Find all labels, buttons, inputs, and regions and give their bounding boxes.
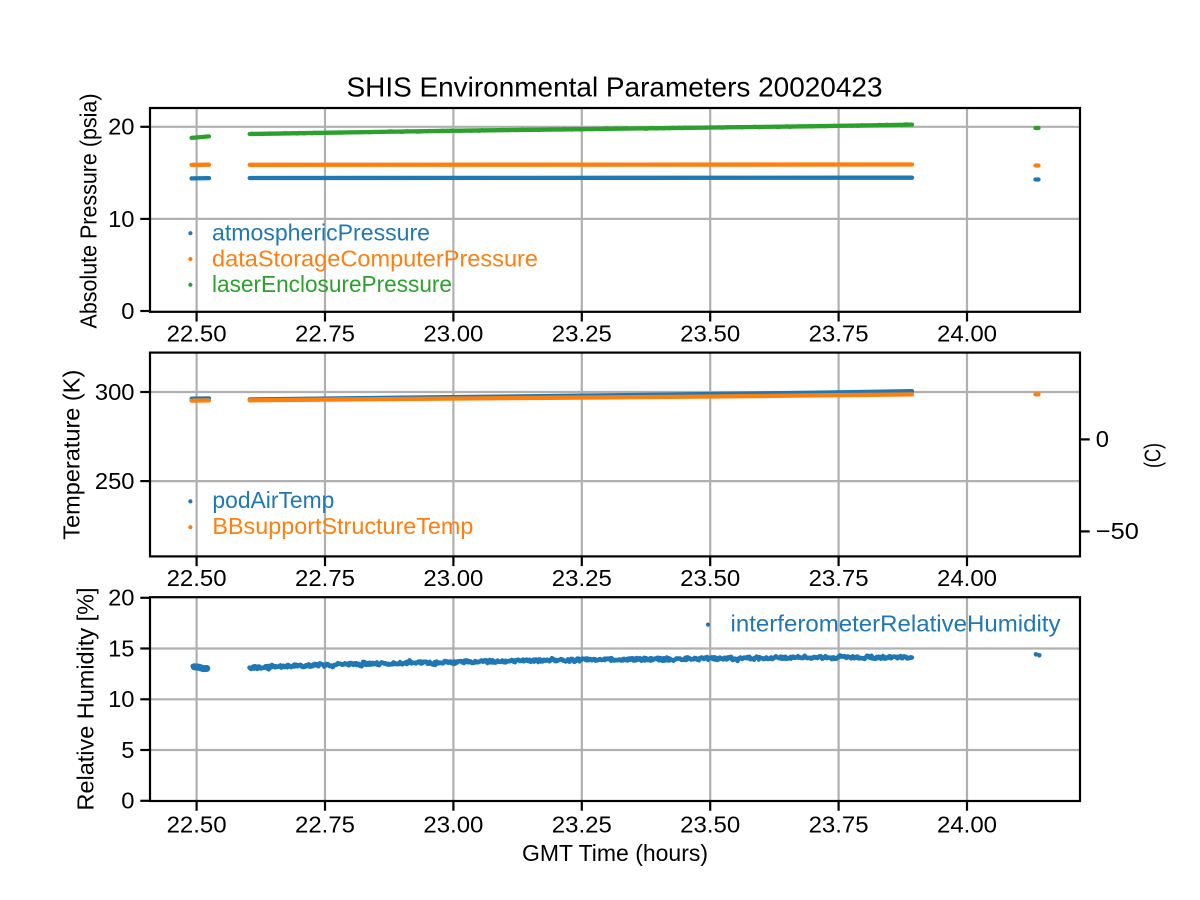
svg-text:23.75: 23.75 xyxy=(809,321,869,347)
svg-text:22.75: 22.75 xyxy=(295,812,355,838)
svg-text:SHIS Environmental Parameters: SHIS Environmental Parameters 20020423 xyxy=(347,72,883,103)
svg-text:24.00: 24.00 xyxy=(937,321,997,347)
svg-text:22.75: 22.75 xyxy=(295,565,355,591)
svg-text:22.50: 22.50 xyxy=(167,321,227,347)
svg-text:23.00: 23.00 xyxy=(423,812,483,838)
svg-text:23.75: 23.75 xyxy=(809,565,869,591)
svg-text:24.00: 24.00 xyxy=(937,565,997,591)
svg-text:23.50: 23.50 xyxy=(680,321,740,347)
svg-text:podAirTemp: podAirTemp xyxy=(212,487,334,513)
svg-text:24.00: 24.00 xyxy=(937,812,997,838)
svg-text:20: 20 xyxy=(108,114,134,140)
svg-text:15: 15 xyxy=(108,635,134,661)
svg-text:10: 10 xyxy=(108,686,134,712)
svg-text:22.75: 22.75 xyxy=(295,321,355,347)
svg-text:10: 10 xyxy=(108,206,134,232)
svg-text:laserEnclosurePressure: laserEnclosurePressure xyxy=(212,271,452,297)
svg-text:23.50: 23.50 xyxy=(680,565,740,591)
svg-text:250: 250 xyxy=(95,468,135,494)
svg-text:23.25: 23.25 xyxy=(552,812,612,838)
svg-text:22.50: 22.50 xyxy=(167,565,227,591)
svg-text:23.25: 23.25 xyxy=(552,565,612,591)
svg-text:300: 300 xyxy=(95,379,135,405)
svg-text:−50: −50 xyxy=(1096,518,1139,544)
svg-text:(C): (C) xyxy=(1140,443,1166,468)
svg-text:Temperature (K): Temperature (K) xyxy=(59,370,85,540)
svg-text:dataStorageComputerPressure: dataStorageComputerPressure xyxy=(212,245,538,271)
svg-text:Absolute Pressure (psia): Absolute Pressure (psia) xyxy=(76,94,102,329)
svg-text:5: 5 xyxy=(121,737,134,763)
svg-text:BBsupportStructureTemp: BBsupportStructureTemp xyxy=(212,513,473,539)
svg-text:23.75: 23.75 xyxy=(809,812,869,838)
svg-text:23.00: 23.00 xyxy=(423,565,483,591)
svg-text:Relative Humidity [%]: Relative Humidity [%] xyxy=(73,588,99,811)
svg-text:0: 0 xyxy=(1096,426,1109,452)
svg-text:0: 0 xyxy=(121,298,134,324)
svg-text:23.00: 23.00 xyxy=(423,321,483,347)
svg-text:20: 20 xyxy=(108,585,134,611)
svg-text:interferometerRelativeHumidity: interferometerRelativeHumidity xyxy=(731,611,1061,637)
svg-text:23.50: 23.50 xyxy=(680,812,740,838)
svg-text:atmosphericPressure: atmosphericPressure xyxy=(212,220,430,246)
svg-text:GMT Time (hours): GMT Time (hours) xyxy=(522,840,708,866)
svg-text:22.50: 22.50 xyxy=(167,812,227,838)
svg-text:23.25: 23.25 xyxy=(552,321,612,347)
svg-text:0: 0 xyxy=(121,788,134,814)
